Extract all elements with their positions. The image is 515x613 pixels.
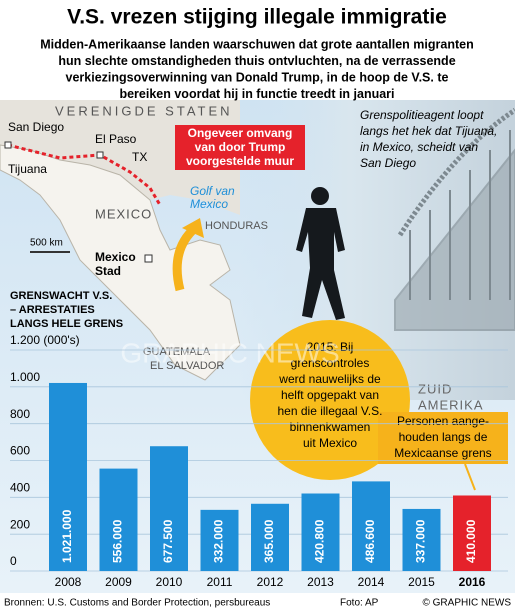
map-label: AMERIKA [418, 397, 484, 412]
bar [49, 382, 87, 571]
map-label: Mexico [95, 250, 136, 264]
x-tick-label: 2009 [105, 575, 132, 589]
bar [150, 446, 188, 571]
border-wall [7, 143, 162, 206]
y-tick-label: 800 [10, 407, 30, 421]
photo-caption: langs het hek dat Tijuana, [360, 124, 497, 138]
map-label: 500 km [30, 238, 63, 249]
wall-callout [175, 125, 305, 170]
x-tick-label: 2011 [207, 575, 233, 589]
note-2015-text: grenscontroles [291, 356, 370, 370]
value-label: 556.000 [111, 519, 125, 563]
subtitle: hun slechte omstandigheden thuis ontvluc… [58, 54, 455, 68]
photo-caption: in Mexico, scheidt van [360, 140, 478, 154]
chart-title: – ARRESTATIES [10, 304, 95, 316]
value-label: 410.000 [464, 519, 478, 563]
note-persons-box [378, 412, 508, 464]
map-label: ZUID [418, 381, 452, 396]
officer [296, 187, 345, 320]
map-label: VERENIGDE STATEN [55, 103, 233, 118]
subtitle: Midden-Amerikaanse landen waarschuwen da… [40, 37, 473, 51]
note-persons-text: Mexicaanse grens [394, 446, 491, 460]
note-2015-text: binnenkwamen [290, 420, 371, 434]
title: V.S. vrezen stijging illegale immigratie [67, 6, 447, 29]
x-tick-label: 2013 [307, 575, 334, 589]
photo-credit: Foto: AP [340, 598, 379, 609]
note-pointer [464, 463, 476, 491]
note-2015-text: 2015: Bij [307, 340, 354, 354]
map-label: EL SALVADOR [150, 360, 224, 372]
x-tick-label: 2014 [358, 575, 385, 589]
note-2015-text: hen die illegaal V.S. [278, 404, 383, 418]
map-label: GUATEMALA [143, 346, 211, 358]
source: Bronnen: U.S. Customs and Border Protect… [4, 598, 270, 609]
map-label: Stad [95, 264, 121, 278]
wall-callout-text: Ongeveer omvang [188, 126, 293, 140]
value-label: 365.000 [262, 519, 276, 563]
value-label: 1.021.000 [60, 509, 74, 563]
y-tick-label: 200 [10, 517, 30, 531]
x-tick-label: 2016 [459, 575, 486, 589]
subtitle: verkiezingsoverwinning van Donald Trump,… [66, 70, 449, 84]
note-2015-text: werd nauwelijks de [278, 372, 381, 386]
chart-title: LANGS HELE GRENS [10, 318, 123, 330]
value-label: 337.000 [414, 519, 428, 563]
map-label: El Paso [95, 132, 137, 146]
x-tick-label: 2012 [257, 575, 284, 589]
note-2015-text: helft opgepakt van [281, 388, 379, 402]
migration-arrow [172, 224, 199, 292]
y-tick-label: 400 [10, 481, 30, 495]
value-label: 420.800 [313, 519, 327, 563]
watermark: GRAPHIC NEWS [120, 337, 339, 368]
note-2015-bubble [250, 320, 410, 480]
wall-callout-text: van door Trump [195, 140, 286, 154]
y-tick-label: 600 [10, 444, 30, 458]
photo-caption: Grenspolitieagent loopt [360, 108, 484, 122]
x-tick-label: 2008 [55, 575, 82, 589]
y-tick-label: 1.200 (000's) [10, 333, 80, 347]
subtitle: bereiken voordat hij in functie treedt i… [119, 87, 394, 101]
value-label: 332.000 [212, 519, 226, 563]
note-persons-text: houden langs de [399, 430, 488, 444]
bar [200, 509, 239, 571]
x-tick-label: 2015 [408, 575, 435, 589]
y-tick-label: 1.000 [10, 370, 40, 384]
photo-caption: San Diego [360, 156, 416, 170]
city-marker [96, 151, 104, 159]
migration-arrow-head [182, 218, 204, 238]
city-marker [4, 141, 12, 149]
wall-callout-text: voorgestelde muur [186, 154, 294, 168]
mexico-land [0, 144, 241, 381]
fence [394, 107, 515, 331]
y-tick-label: 0 [10, 554, 17, 568]
value-label: 677.500 [161, 519, 175, 563]
bar [402, 508, 441, 571]
note-2015-text: uit Mexico [303, 436, 357, 450]
chart-title: GRENSWACHT V.S. [10, 290, 112, 302]
map-label: HONDURAS [205, 220, 268, 232]
map-label: San Diego [8, 120, 64, 134]
bar [453, 495, 491, 571]
map-label: Mexico [190, 197, 228, 211]
value-label: 486.600 [363, 519, 377, 563]
bar [251, 503, 289, 571]
bar [301, 493, 340, 571]
copyright: © GRAPHIC NEWS [423, 598, 512, 609]
map-label: Tijuana [8, 162, 47, 176]
bar [352, 481, 390, 571]
city-marker [144, 254, 153, 263]
x-tick-label: 2010 [156, 575, 183, 589]
map-label: TX [132, 150, 147, 164]
map-label: MEXICO [95, 206, 152, 221]
map-label: Golf van [190, 184, 235, 198]
bar [99, 468, 138, 571]
note-persons-text: Personen aange- [397, 414, 489, 428]
